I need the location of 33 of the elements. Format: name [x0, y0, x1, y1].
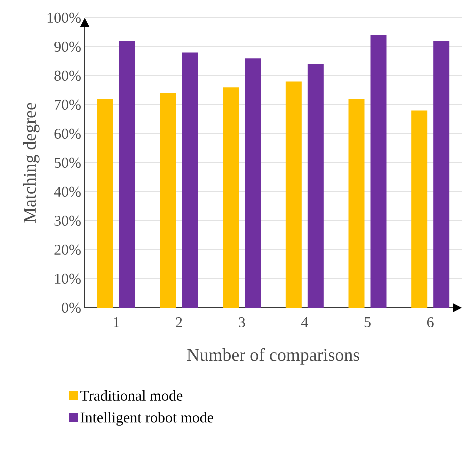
y-tick-label: 60% — [54, 128, 81, 140]
y-tick-label: 10% — [55, 274, 81, 284]
bar — [119, 41, 136, 308]
y-tick-label: 30% — [54, 216, 81, 226]
x-tick-label: 1 — [114, 318, 120, 328]
y-tick-label: 20% — [54, 244, 81, 256]
y-tick-label: 80% — [54, 70, 81, 82]
bar — [286, 82, 302, 308]
legend-label: Intelligent robot mode — [80, 412, 214, 426]
bar — [182, 52, 198, 308]
x-tick-label: 6 — [427, 318, 434, 328]
bar — [245, 58, 262, 308]
bar — [308, 64, 324, 308]
x-axis-title: Number of comparisons — [187, 348, 360, 365]
x-tick-label: 2 — [176, 318, 182, 328]
bar — [370, 35, 387, 308]
y-tick-label: 90% — [54, 42, 81, 52]
bar — [348, 99, 365, 308]
y-tick-label: 0% — [62, 302, 81, 314]
y-tick-label: 70% — [55, 100, 81, 110]
x-tick-label: 4 — [301, 318, 308, 328]
bar — [223, 88, 240, 308]
bar — [97, 99, 114, 308]
x-tick-label: 5 — [364, 318, 371, 328]
y-tick-label: 50% — [54, 158, 81, 168]
bar — [412, 110, 428, 308]
y-axis-title: Matching degree — [23, 103, 40, 223]
bar — [160, 93, 176, 308]
y-tick-label: 40% — [54, 186, 81, 198]
x-tick-label: 3 — [239, 318, 246, 328]
bar — [434, 41, 450, 308]
y-tick-label: 100% — [48, 12, 81, 24]
legend-label: Traditional mode — [80, 390, 183, 401]
